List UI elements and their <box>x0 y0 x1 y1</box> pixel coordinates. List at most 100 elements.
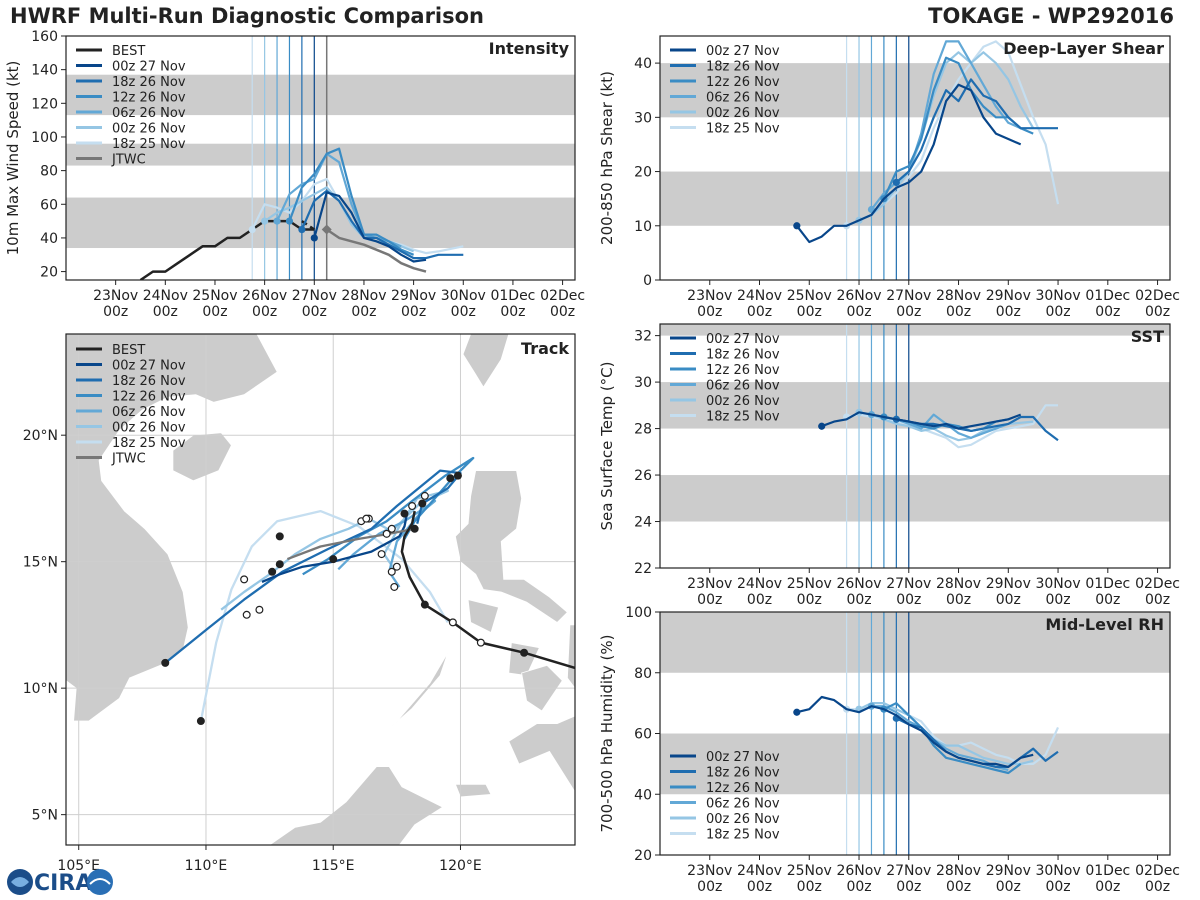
rh-panel-title: Mid-Level RH <box>1045 615 1164 634</box>
intensity-legend-label: 18z 26 Nov <box>112 75 186 90</box>
land-mainland-asia <box>66 334 278 722</box>
intensity-xtick-label: 30Nov <box>441 288 486 304</box>
track-best-point <box>420 600 429 609</box>
shear-xtick-label: 30Nov <box>1035 288 1080 304</box>
rh-panel: 20 40 60 80 100 700-500 hPa Humidity (%) 23Nov… <box>598 605 1180 895</box>
intensity-series-line-0 <box>313 191 427 263</box>
land-taiwan <box>462 334 510 388</box>
track-legend-label: 18z 25 Nov <box>112 436 186 451</box>
shear-xtick-label-hour: 00z <box>697 304 722 320</box>
shear-axes-frame <box>659 35 1171 281</box>
intensity-ytick-label: 20 <box>40 265 58 281</box>
shear-xtick-label-hour: 00z <box>1145 304 1170 320</box>
track-series-point-4 <box>387 567 396 576</box>
track-lat-tick-label: 5°N <box>32 808 58 824</box>
shear-band-0 <box>660 171 1170 226</box>
rh-series-line-0 <box>796 695 1034 769</box>
intensity-xtick-label: 26Nov <box>242 288 287 304</box>
rh-xtick-label: 25Nov <box>787 863 832 879</box>
rh-xtick-label: 29Nov <box>986 863 1031 879</box>
track-series-point-4 <box>392 562 401 571</box>
shear-xtick-label-hour: 00z <box>896 304 921 320</box>
intensity-ylabel: 10m Max Wind Speed (kt) <box>4 61 22 256</box>
track-legend-label: JTWC <box>111 452 146 467</box>
track-series-point-1 <box>418 499 427 508</box>
track-lon-tick-label: 115°E <box>312 858 355 874</box>
rh-xtick-label: 27Nov <box>886 863 931 879</box>
sst-band-0 <box>660 475 1170 522</box>
intensity-ytick-label: 100 <box>31 130 58 146</box>
track-lon-tick-label: 120°E <box>439 858 482 874</box>
track-series-line-1 <box>164 469 462 664</box>
sst-series-group <box>818 404 1059 449</box>
track-panel: 105°E 110°E 115°E 120°E 5°N 10°N 15°N 20°N Track… <box>23 333 576 874</box>
sst-xtick-label-hour: 00z <box>797 592 822 608</box>
track-best-point <box>520 648 529 657</box>
rh-xtick-label-hour: 00z <box>697 879 722 895</box>
rh-xtick-label: 26Nov <box>836 863 881 879</box>
track-series-line-0 <box>261 513 409 583</box>
shear-xtick-label-hour: 00z <box>1095 304 1120 320</box>
land-samar-leyte <box>566 624 575 689</box>
shear-ytick-label: 0 <box>643 273 652 289</box>
rh-xtick-label: 01Dec <box>1085 863 1130 879</box>
sst-xtick-label-hour: 00z <box>1095 592 1120 608</box>
intensity-legend-label: 18z 25 Nov <box>112 137 186 152</box>
track-series-point-1 <box>453 471 462 480</box>
shear-xtick-label: 27Nov <box>886 288 931 304</box>
shear-legend-label: 12z 26 Nov <box>706 75 780 90</box>
shear-series-start-point-0 <box>793 222 801 230</box>
track-axes-frame <box>65 333 576 846</box>
sst-xtick-label-hour: 00z <box>896 592 921 608</box>
shear-panel-title: Deep-Layer Shear <box>1003 39 1164 58</box>
rh-xtick-label-hour: 00z <box>846 879 871 895</box>
track-lon-tick-label: 105°E <box>57 858 100 874</box>
sst-series-start-point-0 <box>818 422 826 430</box>
track-series-point-4 <box>420 491 429 500</box>
shear-xtick-label: 28Nov <box>936 288 981 304</box>
sst-xtick-label-hour: 00z <box>1145 592 1170 608</box>
rh-xtick-label-hour: 00z <box>946 879 971 895</box>
intensity-legend-label: 06z 26 Nov <box>112 106 186 121</box>
shear-series-line-4 <box>858 51 1035 222</box>
sst-xtick-label-hour: 00z <box>996 592 1021 608</box>
shear-xtick-label: 24Nov <box>737 288 782 304</box>
intensity-xtick-label: 27Nov <box>292 288 337 304</box>
sst-xtick-label: 27Nov <box>886 576 931 592</box>
track-legend-label: 12z 26 Nov <box>112 390 186 405</box>
intensity-xtick-label: 24Nov <box>143 288 188 304</box>
sst-legend-label: 12z 26 Nov <box>706 363 780 378</box>
track-series-point-2 <box>387 524 396 533</box>
sst-band-2 <box>660 324 1170 336</box>
sst-ylabel: Sea Surface Temp (°C) <box>598 361 616 530</box>
intensity-series-group <box>139 147 464 280</box>
sst-panel-title: SST <box>1131 327 1164 346</box>
rh-xtick-label: 02Dec <box>1135 863 1180 879</box>
track-series-point-0 <box>400 509 409 518</box>
track-best-point <box>476 638 485 647</box>
intensity-band-2 <box>66 74 575 116</box>
sst-xtick-label-hour: 00z <box>747 592 772 608</box>
intensity-ytick-label: 40 <box>40 231 58 247</box>
track-legend-label: BEST <box>112 343 145 358</box>
rh-ytick-label: 60 <box>634 727 652 743</box>
sst-xtick-label-hour: 00z <box>697 592 722 608</box>
track-series-point-1 <box>161 658 170 667</box>
track-lat-tick-label: 20°N <box>23 428 58 444</box>
track-series-point-5 <box>275 532 284 541</box>
shear-legend-label: 00z 27 Nov <box>706 44 780 59</box>
shear-ytick-label: 10 <box>634 219 652 235</box>
rh-xtick-label: 30Nov <box>1035 863 1080 879</box>
sst-axes-frame <box>659 323 1171 569</box>
track-legend-label: 00z 26 Nov <box>112 421 186 436</box>
shear-xtick-label-hour: 00z <box>1045 304 1070 320</box>
intensity-xtick-label-hour: 00z <box>103 304 128 320</box>
sst-band-1 <box>660 382 1170 429</box>
rh-band-0 <box>660 733 1170 795</box>
sst-xtick-label-hour: 00z <box>846 592 871 608</box>
